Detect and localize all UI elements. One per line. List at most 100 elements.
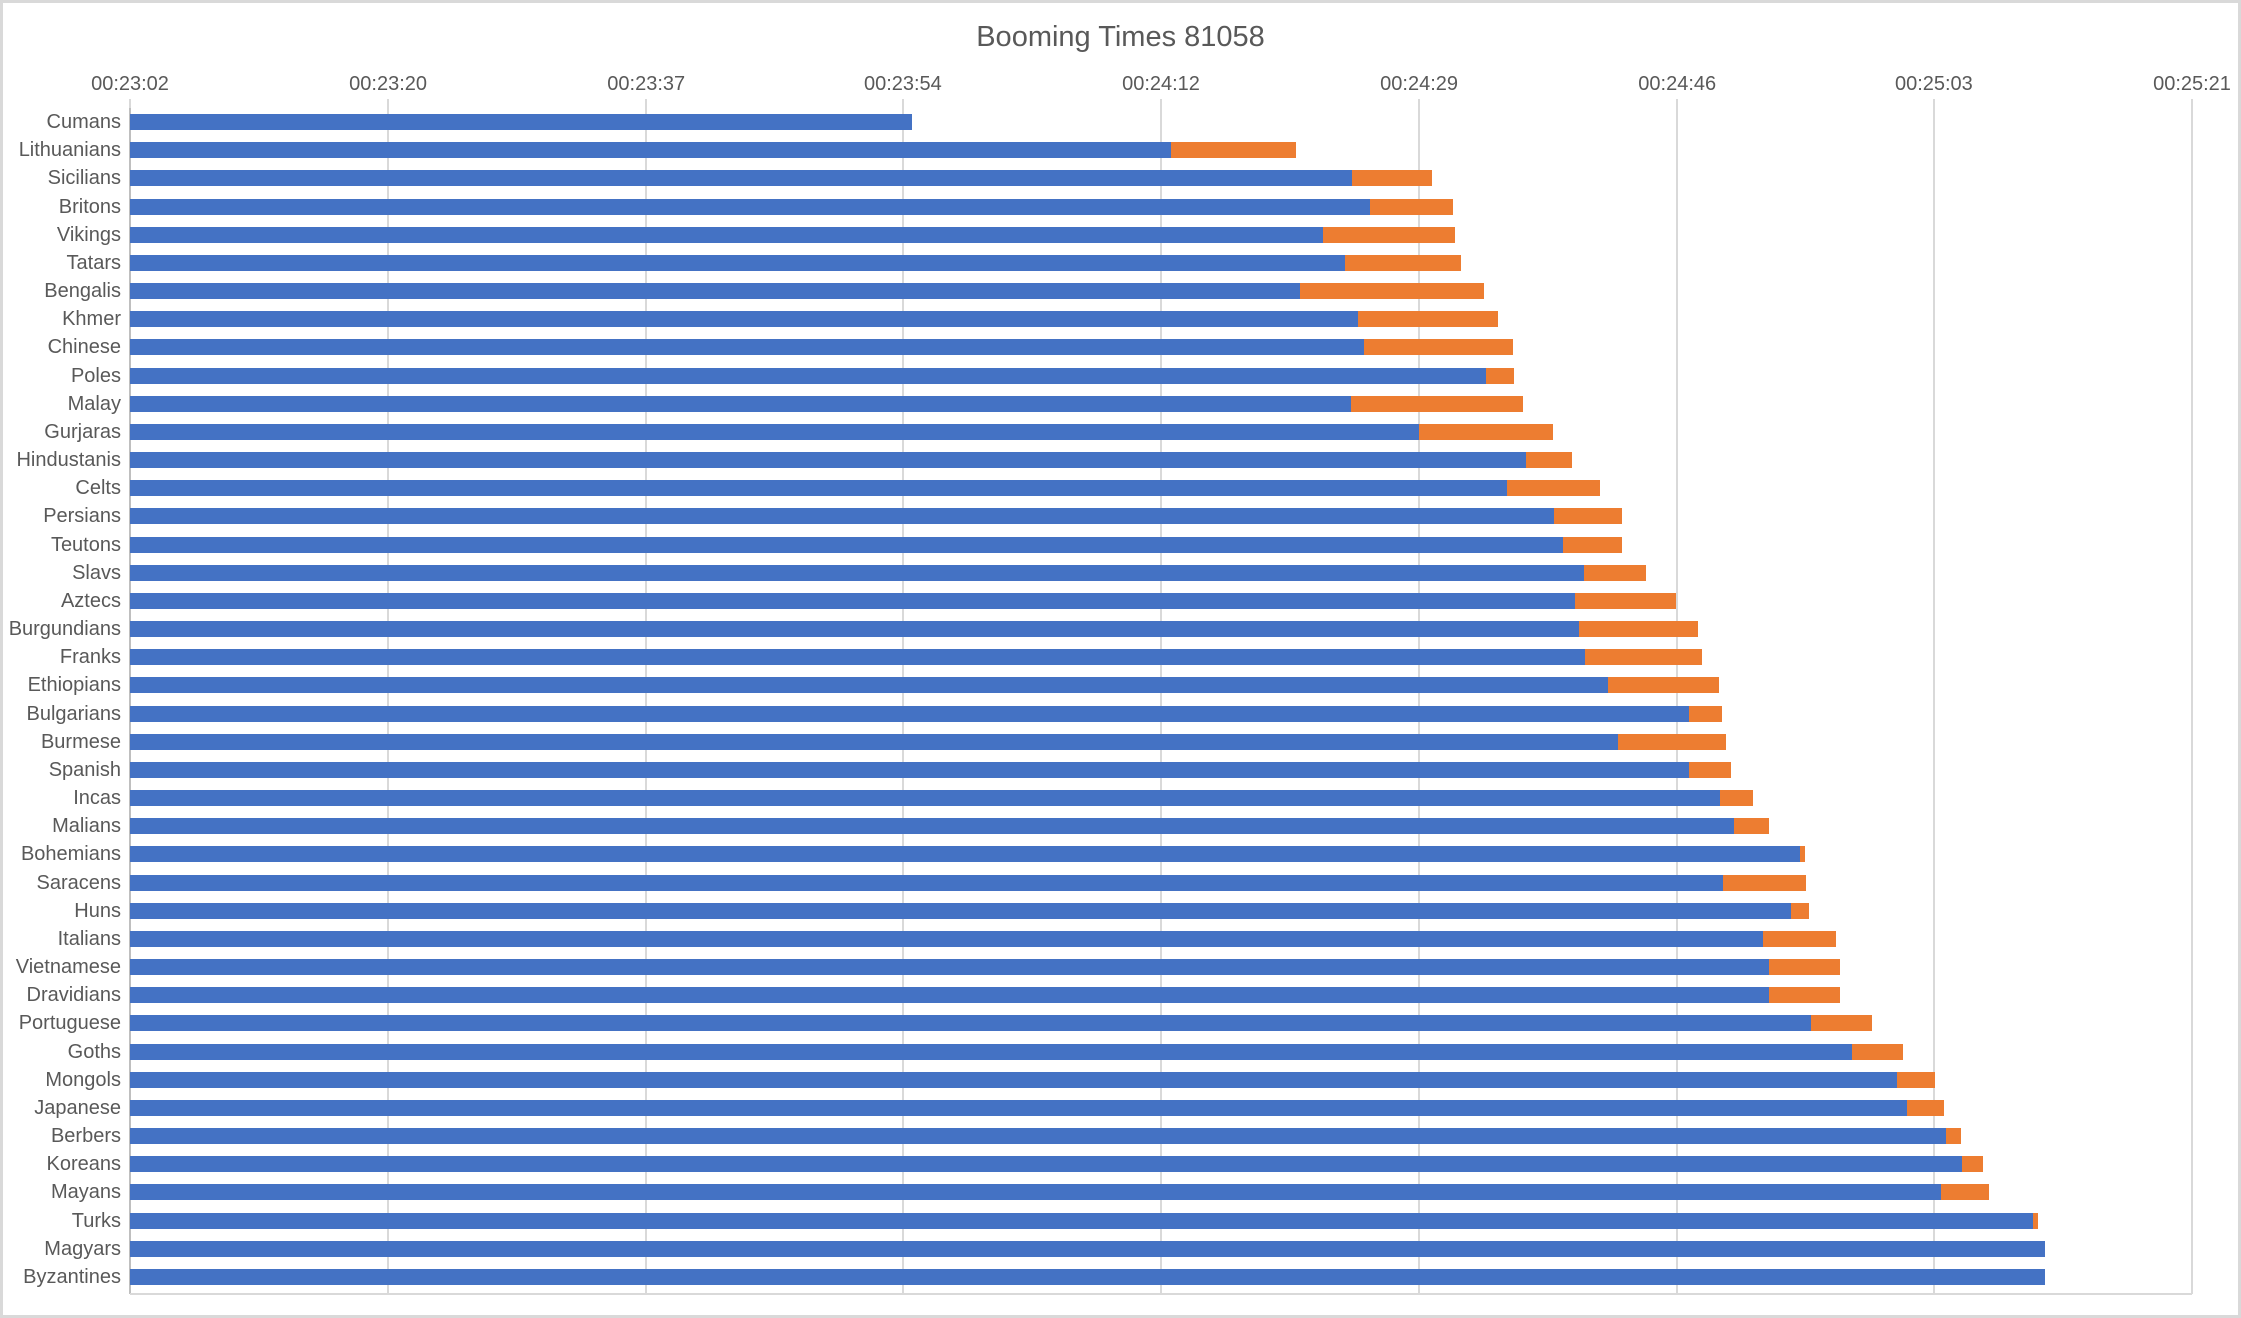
bar-orange-segment xyxy=(1358,311,1498,328)
y-axis-category-label: Franks xyxy=(59,646,121,669)
y-axis-category-label: Sicilians xyxy=(47,167,121,190)
bar-orange-segment xyxy=(1941,1184,1989,1201)
bar-blue-segment xyxy=(130,114,912,131)
axis-tick-mark xyxy=(1418,99,1421,108)
bar-blue-segment xyxy=(130,1071,1897,1088)
bar-blue-segment xyxy=(130,423,1420,440)
bar-blue-segment xyxy=(130,283,1301,300)
y-axis-category-label: Chinese xyxy=(47,336,121,359)
bar-orange-segment xyxy=(1322,226,1455,243)
bar-orange-segment xyxy=(1344,254,1461,271)
bar-blue-segment xyxy=(130,705,1690,722)
bar-orange-segment xyxy=(1769,959,1841,976)
gridline xyxy=(1160,108,1162,1294)
x-axis-tick-label: 00:23:37 xyxy=(607,73,686,95)
bar-blue-segment xyxy=(130,1015,1811,1032)
bar-blue-segment xyxy=(130,170,1353,187)
bar-blue-segment xyxy=(130,846,1801,863)
bar-orange-segment xyxy=(1689,761,1731,778)
bar-blue-segment xyxy=(130,564,1584,581)
x-axis-tick-label: 00:24:46 xyxy=(1638,73,1717,95)
y-axis-category-label: Tatars xyxy=(66,251,121,274)
y-axis-category-label: Bohemians xyxy=(20,843,121,866)
y-axis-category-label: Turks xyxy=(71,1209,121,1232)
bar-blue-segment xyxy=(130,367,1486,384)
bar-blue-segment xyxy=(130,311,1359,328)
y-axis-category-label: Incas xyxy=(73,787,121,810)
gridline xyxy=(1418,108,1421,1294)
x-axis-tick-label: 00:23:02 xyxy=(91,73,169,95)
bar-blue-segment xyxy=(130,1240,2046,1257)
bar-orange-segment xyxy=(1791,902,1810,919)
bar-orange-segment xyxy=(1350,395,1523,412)
bar-blue-segment xyxy=(130,1184,1942,1201)
bar-blue-segment xyxy=(130,254,1345,271)
bar-blue-segment xyxy=(130,677,1608,694)
bar-blue-segment xyxy=(130,1156,1963,1173)
y-axis-category-label: Spanish xyxy=(48,758,121,781)
bar-blue-segment xyxy=(130,536,1564,553)
bar-orange-segment xyxy=(1485,367,1515,384)
bar-blue-segment xyxy=(130,452,1526,469)
gridline xyxy=(1932,108,1935,1294)
bar-blue-segment xyxy=(130,1099,1908,1116)
bar-orange-segment xyxy=(1617,733,1727,750)
bar-blue-segment xyxy=(130,226,1323,243)
bar-orange-segment xyxy=(1852,1043,1903,1060)
axis-tick-mark xyxy=(645,99,648,108)
y-axis-category-label: Japanese xyxy=(34,1096,121,1119)
gridline xyxy=(2191,108,2193,1294)
bar-blue-segment xyxy=(130,592,1575,609)
bar-blue-segment xyxy=(130,1128,1946,1145)
axis-tick-mark xyxy=(1932,99,1935,108)
bar-blue-segment xyxy=(130,621,1580,638)
bar-orange-segment xyxy=(1579,621,1698,638)
plot-bottom-border xyxy=(130,1293,2192,1295)
y-axis-category-label: Malay xyxy=(67,392,121,415)
y-axis-category-label: Aztecs xyxy=(60,589,121,612)
bar-orange-segment xyxy=(1945,1128,1961,1145)
bar-blue-segment xyxy=(130,874,1724,891)
y-axis-category-label: Cumans xyxy=(46,111,121,134)
bar-blue-segment xyxy=(130,508,1555,525)
y-axis-category-label: Malians xyxy=(52,815,121,838)
gridline xyxy=(901,108,904,1294)
y-axis-category-label: Lithuanians xyxy=(18,139,121,162)
bar-orange-segment xyxy=(1962,1156,1983,1173)
bar-blue-segment xyxy=(130,733,1618,750)
category-axis-line xyxy=(129,99,131,1294)
bar-blue-segment xyxy=(130,987,1770,1004)
bar-orange-segment xyxy=(2033,1212,2038,1229)
bar-orange-segment xyxy=(1769,987,1841,1004)
bar-orange-segment xyxy=(1370,198,1454,215)
x-axis-tick-label: 00:25:03 xyxy=(1894,73,1973,95)
bar-orange-segment xyxy=(1352,170,1433,187)
bar-orange-segment xyxy=(1574,592,1676,609)
y-axis-category-label: Gurjaras xyxy=(44,420,121,443)
bar-blue-segment xyxy=(130,1212,2034,1229)
bar-orange-segment xyxy=(1896,1071,1936,1088)
y-axis-category-label: Vietnamese xyxy=(15,956,121,979)
bar-orange-segment xyxy=(1563,536,1623,553)
bar-orange-segment xyxy=(1907,1099,1945,1116)
y-axis-category-label: Mayans xyxy=(50,1181,121,1204)
y-axis-category-label: Ethiopians xyxy=(27,674,121,697)
axis-tick-mark xyxy=(1676,99,1679,108)
y-axis-category-label: Vikings xyxy=(56,223,121,246)
y-axis-category-label: Huns xyxy=(74,899,121,922)
y-axis-category-label: Saracens xyxy=(36,871,122,894)
bar-blue-segment xyxy=(130,649,1586,666)
x-axis-tick-label: 00:23:54 xyxy=(863,73,942,95)
bar-orange-segment xyxy=(1364,339,1513,356)
y-axis-category-label: Italians xyxy=(57,927,121,950)
gridline xyxy=(645,108,648,1294)
y-axis-category-label: Portuguese xyxy=(18,1012,121,1035)
axis-tick-mark xyxy=(387,99,390,108)
bar-orange-segment xyxy=(1525,452,1572,469)
bar-orange-segment xyxy=(1506,480,1601,497)
y-axis-category-label: Goths xyxy=(67,1040,121,1063)
bar-blue-segment xyxy=(130,959,1770,976)
gridline xyxy=(387,108,390,1294)
bar-blue-segment xyxy=(130,761,1690,778)
